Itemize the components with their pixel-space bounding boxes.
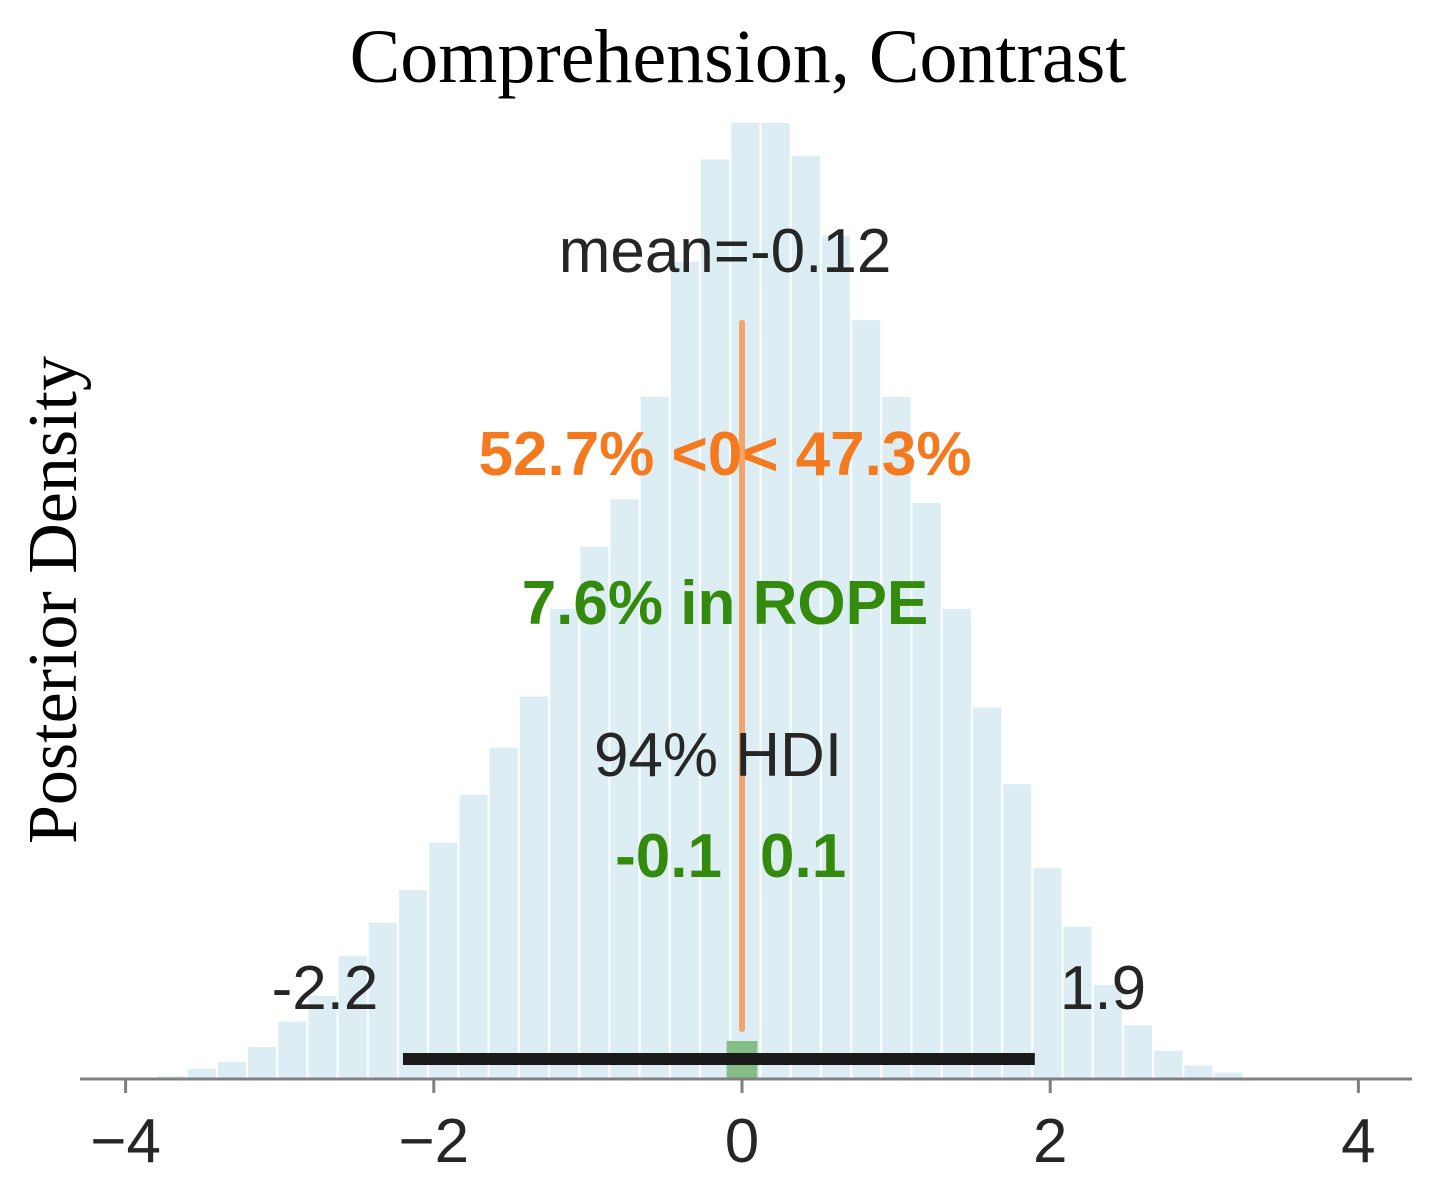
histogram-bar xyxy=(306,993,339,1080)
histogram-bar xyxy=(1121,1023,1155,1081)
y-axis-label: Posterior Density xyxy=(15,356,92,844)
histogram-bar xyxy=(397,888,430,1081)
x-tick-label: −4 xyxy=(90,1107,161,1176)
direction-annotation: 52.7% <0< 47.3% xyxy=(479,420,972,489)
hdi-low-label: -2.2 xyxy=(272,954,379,1023)
histogram-bar xyxy=(548,606,581,1081)
histogram-bar xyxy=(487,745,520,1080)
histogram-bar xyxy=(1091,983,1124,1080)
histogram-bar xyxy=(457,793,490,1080)
histogram-bar xyxy=(789,153,822,1081)
hdi-high-label: 1.9 xyxy=(1060,954,1146,1023)
histogram-bar xyxy=(880,394,913,1080)
histogram-bar xyxy=(215,1059,249,1081)
rope-high-label: 0.1 xyxy=(760,822,846,891)
histogram-bar xyxy=(970,705,1004,1080)
x-tick-label: −2 xyxy=(398,1107,469,1176)
histogram-bar xyxy=(185,1067,218,1081)
histogram-bar xyxy=(517,694,551,1081)
histogram-bar xyxy=(638,394,671,1080)
rope-low-label: -0.1 xyxy=(615,822,722,891)
histogram-bar xyxy=(940,606,973,1081)
histogram-bar xyxy=(910,500,943,1080)
hdi-annotation: 94% HDI xyxy=(594,721,842,790)
histogram-bar xyxy=(1182,1063,1215,1080)
histogram-bar xyxy=(1152,1048,1185,1081)
x-tick-label: 0 xyxy=(725,1107,759,1176)
histogram-bar xyxy=(608,497,641,1080)
rope-annotation: 7.6% in ROPE xyxy=(522,569,929,638)
histogram-bar xyxy=(819,234,853,1080)
histogram-bar xyxy=(246,1045,279,1081)
mean-annotation: mean=-0.12 xyxy=(559,217,892,286)
x-tick-label: 2 xyxy=(1033,1107,1067,1176)
histogram-bar xyxy=(276,1019,309,1080)
histogram-bar xyxy=(699,157,732,1080)
histogram-bar xyxy=(1031,866,1064,1080)
histogram-bar xyxy=(366,920,400,1080)
histogram-bar xyxy=(850,318,883,1080)
histogram-bar xyxy=(1001,782,1034,1081)
x-axis: −4 −2 0 2 4 xyxy=(80,1077,1412,1176)
histogram-bars xyxy=(155,121,1275,1081)
histogram-bar xyxy=(668,259,702,1080)
x-tick-label: 4 xyxy=(1341,1107,1375,1176)
chart-title: Comprehension, Contrast xyxy=(350,15,1127,99)
histogram-bar xyxy=(427,840,460,1081)
